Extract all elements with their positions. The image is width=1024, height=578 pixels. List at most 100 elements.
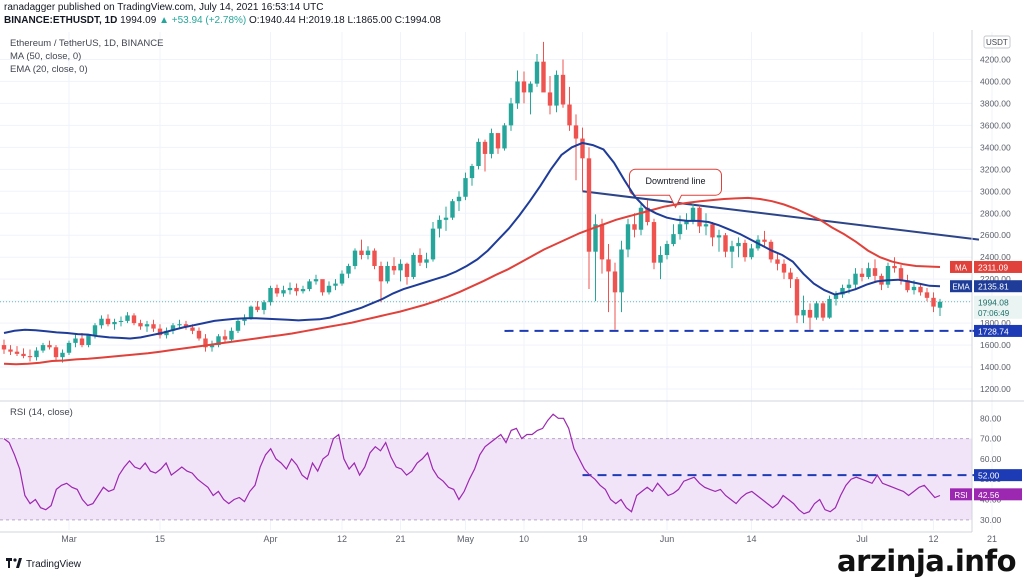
candle-body bbox=[840, 287, 845, 295]
candle-body bbox=[385, 265, 390, 282]
price-tick-label: 1200.00 bbox=[980, 384, 1011, 394]
price-tick-label: 2600.00 bbox=[980, 230, 1011, 240]
publish-info: ranadagger published on TradingView.com,… bbox=[4, 2, 324, 13]
ma-price-box bbox=[974, 260, 1022, 273]
candle-body bbox=[586, 158, 592, 252]
candle-body bbox=[573, 125, 579, 139]
last-price: 1994.09 bbox=[120, 15, 157, 26]
ema-price-tag bbox=[950, 280, 972, 293]
ma50-line bbox=[3, 196, 941, 366]
ma-price-tag bbox=[950, 260, 972, 273]
candle-body bbox=[339, 273, 345, 284]
candle-body bbox=[281, 290, 286, 294]
candle-body bbox=[203, 338, 208, 348]
ema20-line bbox=[3, 141, 941, 340]
candle-body bbox=[547, 92, 553, 106]
candle-body bbox=[716, 235, 722, 238]
candle-body bbox=[476, 141, 481, 167]
candle-body bbox=[398, 263, 403, 271]
price-tick-label: 3200.00 bbox=[980, 164, 1011, 174]
candle-body bbox=[437, 219, 442, 229]
candle-body bbox=[911, 286, 917, 291]
candle-body bbox=[14, 351, 20, 354]
candle-body bbox=[632, 224, 637, 230]
rsi-tick-label: 80.00 bbox=[980, 413, 1002, 423]
candle-body bbox=[515, 81, 520, 104]
axes: 1200.001400.001600.001800.002000.002200.… bbox=[0, 30, 1024, 544]
candle-body bbox=[170, 325, 176, 331]
price-tick-label: 2400.00 bbox=[980, 252, 1011, 262]
candle-body bbox=[749, 248, 754, 258]
candle-body bbox=[404, 263, 410, 277]
candle-body bbox=[411, 254, 416, 277]
rsi-tick-label: 60.00 bbox=[980, 454, 1002, 464]
candle-body bbox=[8, 349, 13, 352]
support-price-box bbox=[974, 324, 1022, 337]
candle-body bbox=[287, 287, 293, 291]
candle-body bbox=[53, 347, 59, 358]
candle-body bbox=[92, 325, 98, 336]
candle-body bbox=[567, 104, 572, 126]
legend-ema[interactable]: EMA (20, close, 0) bbox=[10, 64, 88, 75]
legend-rsi[interactable]: RSI (14, close) bbox=[10, 407, 73, 418]
candle-body bbox=[872, 268, 878, 276]
candle-body bbox=[248, 306, 254, 319]
currency-box bbox=[983, 35, 1011, 49]
candle-body bbox=[892, 265, 897, 269]
candle-body bbox=[34, 350, 39, 358]
candle-body bbox=[66, 342, 72, 353]
candle-body bbox=[924, 292, 930, 298]
candle-body bbox=[73, 338, 78, 343]
price-tick-label: 3800.00 bbox=[980, 98, 1011, 108]
candle-body bbox=[469, 166, 475, 179]
candle-body bbox=[79, 338, 85, 346]
candle-body bbox=[378, 265, 384, 282]
candle-body bbox=[417, 254, 423, 263]
support-price-value: 1728.74 bbox=[978, 326, 1009, 336]
candle-body bbox=[333, 283, 338, 286]
rsi-level-value: 52.00 bbox=[978, 471, 1000, 481]
candle-body bbox=[859, 273, 865, 277]
candle-body bbox=[27, 356, 33, 358]
candle-body bbox=[235, 320, 241, 331]
candle-body bbox=[697, 207, 702, 227]
candle-body bbox=[528, 83, 533, 93]
candle-body bbox=[580, 138, 585, 159]
countdown-value: 07:06:49 bbox=[978, 309, 1010, 318]
candle-body bbox=[703, 224, 709, 227]
candle-body bbox=[326, 285, 332, 293]
candle-body bbox=[359, 250, 364, 255]
candle-body bbox=[645, 207, 650, 223]
rsi-tick-label: 70.00 bbox=[980, 434, 1002, 444]
candle-body bbox=[593, 224, 598, 252]
time-tick-label: 15 bbox=[155, 534, 165, 544]
ema-price-value: 2135.81 bbox=[978, 282, 1009, 292]
candle-body bbox=[560, 74, 566, 105]
candle-body bbox=[164, 330, 169, 336]
candle-body bbox=[86, 335, 91, 346]
brand-label: TradingView bbox=[26, 559, 82, 570]
time-tick-label: 21 bbox=[395, 534, 405, 544]
candle-body bbox=[905, 280, 910, 291]
legend-ma[interactable]: MA (50, close, 0) bbox=[10, 51, 82, 62]
candle-body bbox=[664, 244, 670, 255]
candle-body bbox=[729, 246, 735, 252]
candle-body bbox=[268, 287, 273, 303]
candle-body bbox=[677, 224, 683, 235]
time-tick-label: May bbox=[457, 534, 475, 544]
tradingview-brand[interactable]: TradingView bbox=[6, 558, 81, 571]
candle-body bbox=[320, 279, 325, 293]
candle-body bbox=[424, 259, 429, 263]
grid-lines bbox=[0, 32, 993, 530]
price-tick-label: 1800.00 bbox=[980, 318, 1011, 328]
candle-body bbox=[229, 330, 234, 340]
ohlc-header: BINANCE:ETHUSDT, 1D 1994.09 ▲ +53.94 (+2… bbox=[4, 15, 441, 26]
candle-body bbox=[521, 81, 527, 93]
candle-body bbox=[619, 249, 624, 293]
price-tick-label: 3600.00 bbox=[980, 120, 1011, 130]
candle-body bbox=[775, 259, 780, 264]
candle-body bbox=[151, 324, 156, 329]
candle-body bbox=[599, 224, 605, 260]
candle-body bbox=[866, 268, 871, 277]
